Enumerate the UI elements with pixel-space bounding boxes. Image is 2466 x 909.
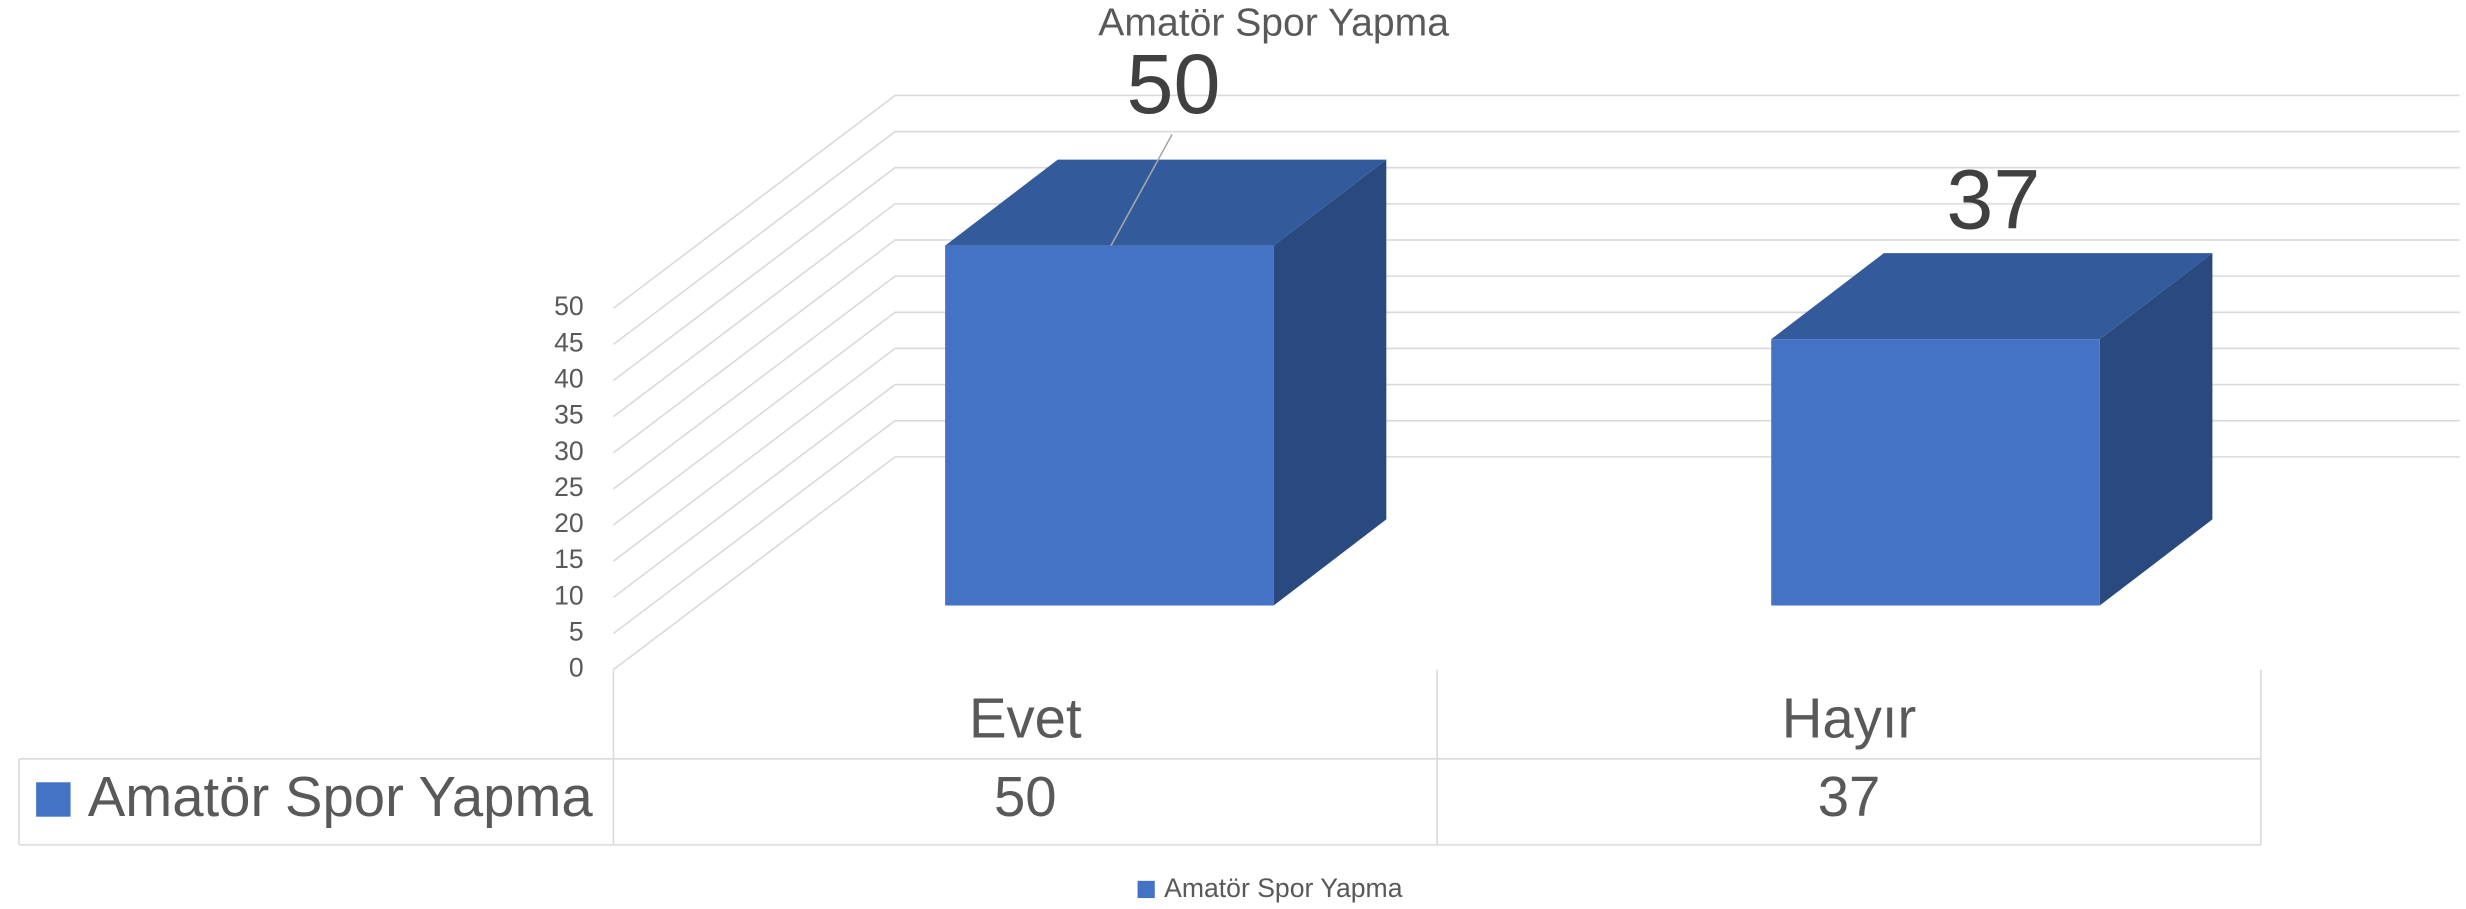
y-tick-label: 45 <box>554 327 584 357</box>
bar-front <box>945 245 1274 606</box>
y-tick-label: 15 <box>554 544 584 574</box>
y-tick-label: 5 <box>569 617 584 647</box>
bar-front <box>1771 339 2100 606</box>
bar-side <box>2099 253 2213 606</box>
grid-line <box>612 239 2460 454</box>
legend-label: Amatör Spor Yapma <box>1164 873 1403 903</box>
table-value: 37 <box>1818 765 1881 828</box>
grid-line <box>612 166 2460 382</box>
legend-key <box>36 782 71 817</box>
table-series-name: Amatör Spor Yapma <box>88 765 594 828</box>
y-tick-label: 25 <box>554 472 584 502</box>
y-tick-label: 40 <box>554 364 584 394</box>
y-tick-label: 20 <box>554 508 584 538</box>
y-tick-label: 0 <box>569 653 584 683</box>
data-label: 37 <box>1946 153 2040 247</box>
leader-line <box>1110 134 1173 247</box>
bar-side <box>1273 159 1387 606</box>
legend-key <box>1137 880 1155 899</box>
bar-top <box>945 159 1387 246</box>
table-header: Hayır <box>1782 687 1917 750</box>
bar <box>945 159 1387 606</box>
y-tick-label: 30 <box>554 436 584 466</box>
table-header: Evet <box>969 687 1082 750</box>
y-tick-label: 35 <box>554 400 584 430</box>
data-label: 50 <box>1127 37 1221 131</box>
grid-line <box>612 130 2460 345</box>
grid-line <box>612 203 2460 418</box>
bar-top <box>1771 253 2213 340</box>
bar <box>1771 253 2213 606</box>
grid-line <box>612 94 2460 309</box>
chart-title: Amatör Spor Yapma <box>1098 1 1449 44</box>
y-tick-label: 50 <box>554 291 584 321</box>
table-value: 50 <box>994 765 1057 828</box>
y-tick-label: 10 <box>554 580 584 610</box>
